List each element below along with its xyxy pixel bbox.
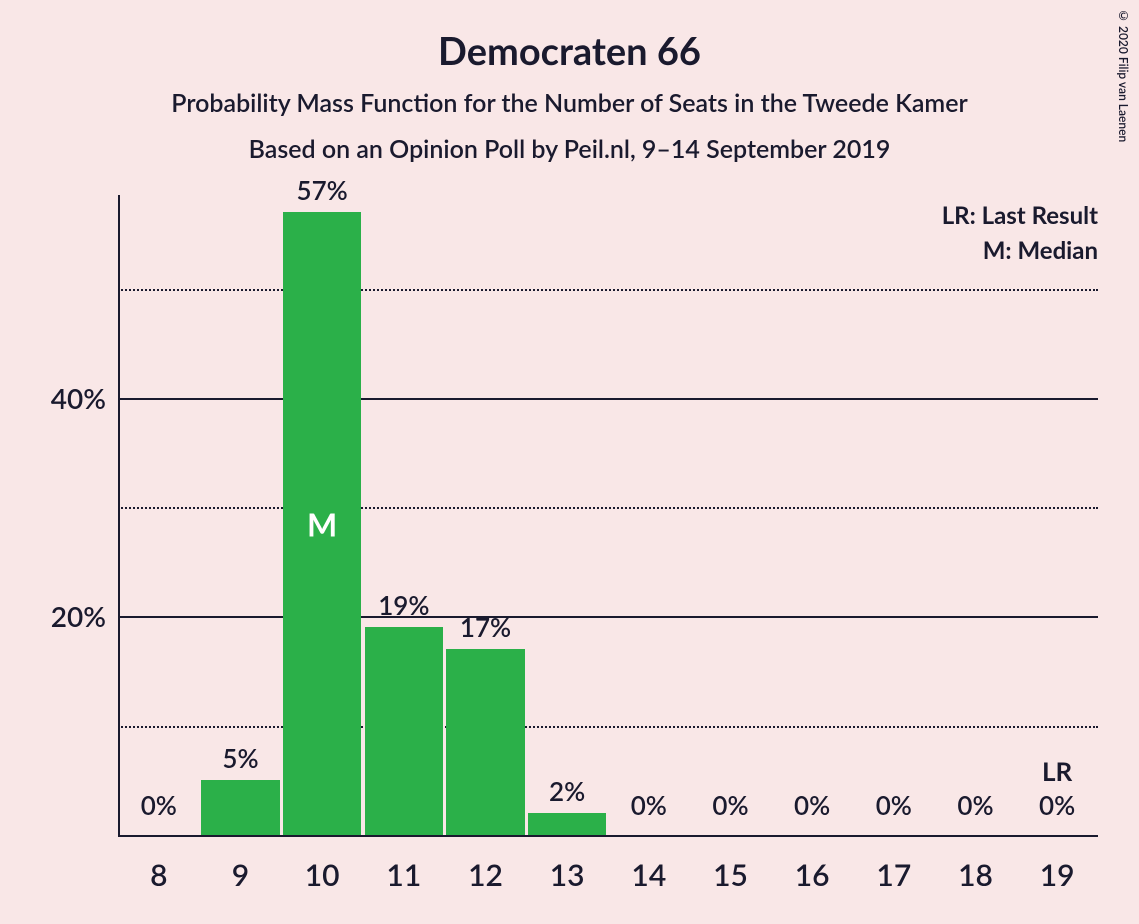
x-axis-label: 14: [631, 835, 666, 893]
bar: 5%: [201, 780, 279, 835]
last-result-marker: LR: [1042, 755, 1072, 787]
y-axis-label: 40%: [51, 381, 118, 415]
y-axis-line: [118, 195, 120, 835]
median-marker: M: [307, 504, 337, 543]
x-axis-label: 13: [550, 835, 585, 893]
gridline-major: [118, 616, 1098, 618]
x-axis-label: 17: [876, 835, 911, 893]
bar-value-label: 0%: [876, 789, 912, 835]
bar: 57%M: [283, 212, 361, 835]
bar-value-label: 57%: [297, 174, 348, 212]
x-axis-label: 16: [795, 835, 830, 893]
x-axis-label: 15: [713, 835, 748, 893]
bar-value-label: 19%: [378, 589, 429, 627]
bar-value-label: 2%: [549, 775, 585, 813]
chart-subtitle-1: Probability Mass Function for the Number…: [0, 88, 1139, 118]
gridline-minor: [118, 289, 1098, 291]
bar-value-label: 0%: [794, 789, 830, 835]
x-axis-label: 12: [468, 835, 503, 893]
bar: 17%: [446, 649, 524, 835]
x-axis-label: 8: [150, 835, 167, 893]
gridline-minor: [118, 507, 1098, 509]
copyright-text: © 2020 Filip van Laenen: [1116, 8, 1131, 142]
x-axis-label: 19: [1040, 835, 1075, 893]
x-axis-label: 18: [958, 835, 993, 893]
x-axis-label: 11: [386, 835, 421, 893]
bar-value-label: 0%: [1039, 789, 1075, 835]
legend-lr: LR: Last Result: [942, 201, 1098, 230]
bar-value-label: 0%: [712, 789, 748, 835]
gridline-major: [118, 398, 1098, 400]
y-axis-label: 20%: [51, 599, 118, 633]
chart-plot-area: LR: Last Result M: Median 20%40%0%85%957…: [118, 195, 1098, 835]
legend: LR: Last Result M: Median: [942, 201, 1098, 265]
gridline-minor: [118, 726, 1098, 728]
legend-m: M: Median: [942, 236, 1098, 265]
x-axis-label: 9: [232, 835, 249, 893]
bar-value-label: 0%: [957, 789, 993, 835]
bar-value-label: 5%: [222, 742, 258, 780]
x-axis-label: 10: [305, 835, 340, 893]
bar: 2%: [528, 813, 606, 835]
bar-value-label: 17%: [460, 611, 511, 649]
chart-title: Democraten 66: [0, 0, 1139, 74]
bar-value-label: 0%: [631, 789, 667, 835]
bar: 19%: [365, 627, 443, 835]
x-axis-line: [118, 835, 1098, 837]
chart-subtitle-2: Based on an Opinion Poll by Peil.nl, 9–1…: [0, 134, 1139, 164]
bar-value-label: 0%: [141, 789, 177, 835]
